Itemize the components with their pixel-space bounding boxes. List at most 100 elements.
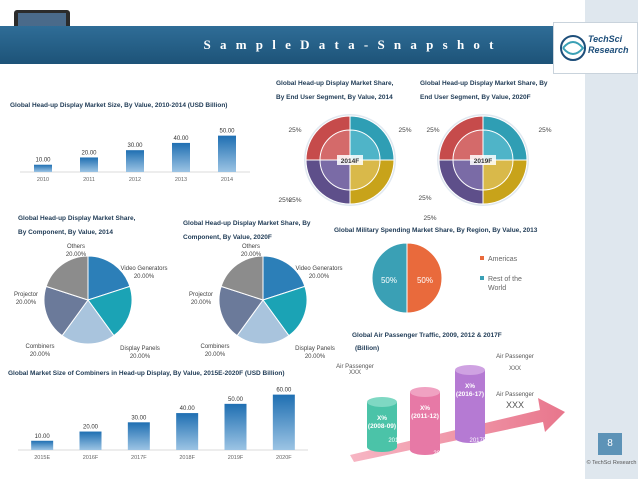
data-label: 40.00 xyxy=(173,136,189,142)
bar xyxy=(176,413,199,450)
x-tick-label: 2012 xyxy=(433,451,447,457)
bar xyxy=(126,150,144,172)
slice-label: Others xyxy=(67,244,85,250)
data-label: 10.00 xyxy=(35,434,51,440)
center-label-box xyxy=(470,155,496,165)
pie-slice xyxy=(482,129,514,161)
data-label: 20.00 xyxy=(81,150,97,156)
slice-label: 25% xyxy=(278,197,291,204)
slice-label: 25% xyxy=(288,197,301,204)
logo-text: TechSci Research xyxy=(588,34,636,56)
slice-value: 20.00% xyxy=(241,252,262,258)
combiners-chart: 10.00 2015E 20.00 2016F 30.00 2017F 40.00 2018F… xyxy=(18,388,308,461)
slice-label-americas: 50% xyxy=(417,276,433,285)
pie-slice xyxy=(43,285,89,337)
copyright: © TechSci Research xyxy=(586,460,637,466)
data-label: 30.00 xyxy=(131,415,147,421)
slice-label: 25% xyxy=(426,127,439,134)
slice-label: Video Generators xyxy=(121,266,168,272)
slice-value: 20.00% xyxy=(205,352,226,358)
x-tick-label: 2020F xyxy=(276,455,292,461)
slice-label: Video Generators xyxy=(296,266,343,272)
bar xyxy=(127,422,150,450)
slice-value: 20.00% xyxy=(305,354,326,360)
data-label: 10.00 xyxy=(35,158,51,164)
x-tick-label: 2017F xyxy=(131,455,147,461)
x-tick-label: 2011 xyxy=(83,177,95,183)
cylinder-body xyxy=(455,370,485,438)
component-2014-chart: Video Generators 20.00% Display Panels 20.… xyxy=(14,244,168,360)
legend-swatch-rest xyxy=(480,276,484,280)
market-size-title: Global Head-up Display Market Size, By V… xyxy=(10,102,228,109)
slice-label: Projector xyxy=(189,292,213,298)
callout-value: XXX xyxy=(506,400,524,410)
x-tick-label: 2019F xyxy=(228,455,244,461)
end-user-2014-title: Global Head-up Display Market Share, By … xyxy=(276,78,426,103)
cylinder-period: (2016-17) xyxy=(456,391,484,398)
slice-value: 20.00% xyxy=(66,252,87,258)
pie-slice xyxy=(482,159,514,191)
center-label: 2014F xyxy=(341,158,359,165)
pie-slice xyxy=(262,255,306,301)
slice-label: Projector xyxy=(14,292,38,298)
slice-value: 20.00% xyxy=(134,274,155,280)
component-2020-title-line2: Component, By Value, 2020F xyxy=(183,234,272,241)
x-tick-label: 2018F xyxy=(179,455,195,461)
slice-label: Combiners xyxy=(25,344,54,350)
pie-slice xyxy=(452,129,484,161)
bar xyxy=(224,403,247,450)
market-size-chart: 10.00 2010 20.00 2011 30.00 2012 40.00 2013 50.0… xyxy=(20,129,250,183)
cylinder-cap xyxy=(367,397,397,407)
slice-label: Display Panels xyxy=(295,346,335,352)
pie-slice xyxy=(45,255,89,301)
pie-slice xyxy=(406,242,443,314)
end-user-2014-title-line1: Global Head-up Display Market Share, xyxy=(276,80,394,87)
cylinder-cap xyxy=(455,365,485,375)
component-2014-title-line1: Global Head-up Display Market Share, xyxy=(18,215,136,222)
legend-americas: Americas xyxy=(488,256,518,263)
data-label: 40.00 xyxy=(180,406,196,412)
legend-rest: Rest of the xyxy=(488,276,522,283)
bar xyxy=(31,440,54,450)
air-passenger-chart: X%(2008-09)2010X%(2011-12)2012X%(2016-17… xyxy=(336,354,565,462)
slice-label: 25% xyxy=(398,127,411,134)
bar xyxy=(218,135,236,172)
right-sidebar xyxy=(585,0,638,479)
pie-slice xyxy=(218,285,264,337)
banner-title: S a m p l e D a t a - S n a p s h o t xyxy=(203,37,497,52)
page-number: 8 xyxy=(598,433,622,455)
data-label: 60.00 xyxy=(276,388,292,394)
end-user-2020-title-line1: Global Head-up Display Market Share, By xyxy=(420,80,548,87)
pie-slice xyxy=(319,129,351,161)
logo-box xyxy=(553,22,638,74)
x-tick-label: 2015E xyxy=(34,455,50,461)
cylinder-period: (2011-12) xyxy=(411,413,439,420)
cylinder-body xyxy=(367,402,397,447)
slice-label: 25% xyxy=(418,195,431,202)
bar xyxy=(80,157,98,172)
pie-slice xyxy=(262,285,308,337)
component-2014-title: Global Head-up Display Market Share, By … xyxy=(18,213,178,238)
x-tick-label: 2012 xyxy=(129,177,141,183)
callout-title: Air Passenger xyxy=(336,364,374,370)
pie-slice xyxy=(371,242,408,314)
logo-line1: TechSci xyxy=(588,34,623,44)
slice-label: 25% xyxy=(423,215,436,222)
pie-slice xyxy=(220,255,264,301)
slice-label-rest: 50% xyxy=(381,276,397,285)
slice-label: 25% xyxy=(538,127,551,134)
slice-label: Combiners xyxy=(200,344,229,350)
pie-slice xyxy=(87,255,131,301)
military-chart: 50% 50% Americas Rest of the World xyxy=(371,242,522,314)
bar xyxy=(172,142,190,172)
legend-swatch-americas xyxy=(480,256,484,260)
slice-label: 25% xyxy=(288,127,301,134)
data-label: 30.00 xyxy=(127,143,143,149)
pie-slice xyxy=(349,129,381,161)
callout-title: Air Passenger xyxy=(496,392,534,398)
x-tick-label: 2014 xyxy=(221,177,233,183)
combiners-title: Global Market Size of Combiners in Head-… xyxy=(8,370,285,377)
cylinder-base xyxy=(455,433,485,443)
